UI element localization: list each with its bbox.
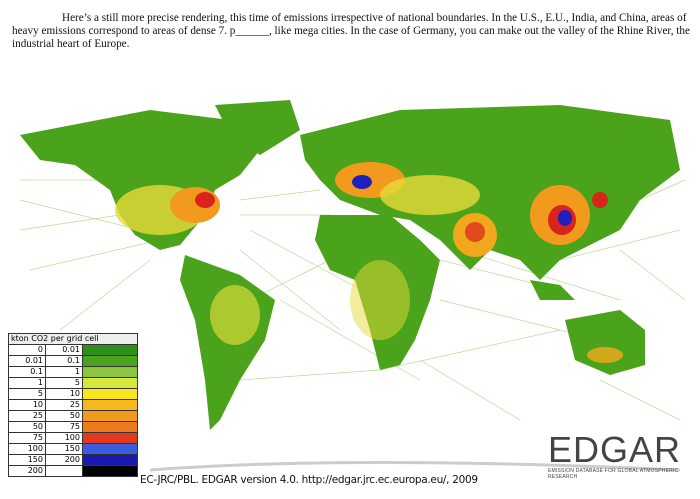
legend-row: 50 75 — [8, 421, 138, 433]
legend-row: 25 50 — [8, 410, 138, 422]
legend-row: 0 0.01 — [8, 344, 138, 356]
legend-swatch — [82, 377, 138, 389]
legend-swatch — [82, 443, 138, 455]
legend-row: 5 10 — [8, 388, 138, 400]
legend-row: 75 100 — [8, 432, 138, 444]
legend-to: 100 — [45, 432, 83, 444]
paragraph: Here’s a still more precise rendering, t… — [12, 12, 690, 50]
legend-from: 100 — [8, 443, 46, 455]
legend-header-row: kton CO2 per grid cell — [8, 333, 138, 345]
legend-to: 150 — [45, 443, 83, 455]
legend-row: 200 — [8, 465, 138, 477]
legend-from: 1 — [8, 377, 46, 389]
logo-title: EDGAR — [548, 429, 682, 470]
legend-to: 10 — [45, 388, 83, 400]
legend-row: 10 25 — [8, 399, 138, 411]
legend-from: 25 — [8, 410, 46, 422]
legend-swatch — [82, 410, 138, 422]
legend-swatch — [82, 421, 138, 433]
logo: EDGAR EMISSION DATABASE FOR GLOBAL ATMOS… — [548, 429, 700, 481]
legend-from: 5 — [8, 388, 46, 400]
legend-swatch — [82, 366, 138, 378]
legend-to — [45, 465, 83, 477]
legend-swatch — [82, 454, 138, 466]
legend-to: 0.1 — [45, 355, 83, 367]
legend-row: 150 200 — [8, 454, 138, 466]
legend-table: kton CO2 per grid cell 0 0.01 0.01 0.1 0.1 1 1 5… — [8, 333, 138, 477]
credit: EC-JRC/PBL. EDGAR version 4.0. http://ed… — [140, 474, 478, 486]
legend-to: 0.01 — [45, 344, 83, 356]
legend-swatch — [82, 399, 138, 411]
legend-row: 100 150 — [8, 443, 138, 455]
legend-title: kton CO2 per grid cell — [8, 333, 138, 345]
legend-to: 50 — [45, 410, 83, 422]
legend-from: 0 — [8, 344, 46, 356]
legend-swatch — [82, 344, 138, 356]
logo-subtitle: EMISSION DATABASE FOR GLOBAL ATMOSPHERIC… — [548, 468, 679, 480]
legend-to: 75 — [45, 421, 83, 433]
legend-from: 10 — [8, 399, 46, 411]
legend-from: 0.01 — [8, 355, 46, 367]
legend-from: 200 — [8, 465, 46, 477]
legend-row: 0.01 0.1 — [8, 355, 138, 367]
legend-swatch — [82, 355, 138, 367]
legend-from: 150 — [8, 454, 46, 466]
legend-from: 0.1 — [8, 366, 46, 378]
legend-to: 5 — [45, 377, 83, 389]
legend-to: 25 — [45, 399, 83, 411]
legend-from: 75 — [8, 432, 46, 444]
legend-row: 0.1 1 — [8, 366, 138, 378]
legend-swatch — [82, 388, 138, 400]
legend-to: 1 — [45, 366, 83, 378]
legend-to: 200 — [45, 454, 83, 466]
legend-from: 50 — [8, 421, 46, 433]
legend-swatch — [82, 465, 138, 477]
legend-swatch — [82, 432, 138, 444]
